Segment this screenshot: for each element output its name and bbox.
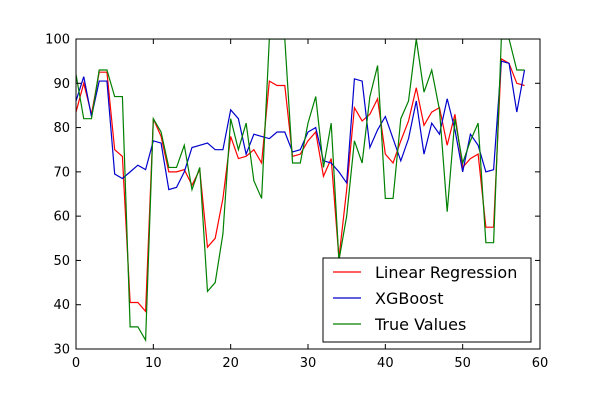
y-tick-label: 60	[53, 210, 70, 225]
series-lines	[76, 39, 526, 343]
y-tick-label: 70	[53, 165, 70, 180]
legend-label-linear-regression: Linear Regression	[375, 263, 517, 282]
y-tick-label: 50	[53, 254, 70, 269]
x-tick-label: 20	[222, 356, 239, 371]
x-tick-label: 10	[145, 356, 162, 371]
legend-label-true-values: True Values	[374, 315, 466, 334]
x-tick-label: 40	[377, 356, 394, 371]
x-tick-label: 60	[532, 356, 549, 371]
x-tick-label: 30	[300, 356, 317, 371]
y-tick-label: 80	[53, 121, 70, 136]
axes: 0 10 20 30 40 50 60 30 40 50 60 70 80 90 100	[45, 33, 548, 372]
legend-label-xgboost: XGBoost	[375, 289, 444, 308]
series-line-xgboost	[76, 60, 526, 191]
y-tick-label: 100	[45, 33, 70, 48]
x-tick-label: 50	[454, 356, 471, 371]
y-tick-label: 90	[53, 77, 70, 92]
y-tick-label: 40	[53, 298, 70, 313]
legend: Linear Regression XGBoost True Values	[322, 257, 532, 343]
x-tick-label: 0	[72, 356, 80, 371]
series-line-true-values	[76, 39, 525, 343]
y-tick-label: 30	[53, 343, 70, 358]
